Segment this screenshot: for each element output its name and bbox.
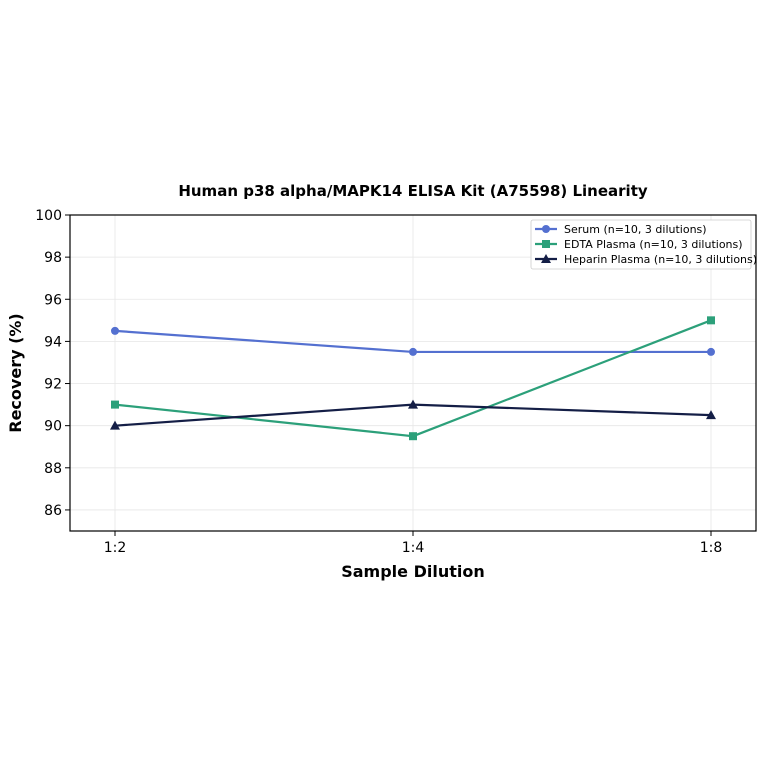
data-point-series-1: [409, 347, 417, 356]
legend-marker: [542, 240, 550, 248]
series-group: [110, 316, 716, 441]
legend-marker: [541, 254, 551, 263]
legend-marker: [542, 225, 550, 233]
legend: Serum (n=10, 3 dilutions) EDTA Plasma (n=…: [530, 219, 757, 270]
x-axis-label: Sample Dilution: [341, 562, 485, 581]
x-tick-label: 1:8: [700, 540, 723, 556]
data-point-series-2: [111, 400, 119, 409]
y-tick-label: 98: [44, 250, 62, 266]
y-tick-label: 96: [44, 292, 62, 308]
y-tick-label: 90: [44, 419, 62, 435]
data-point-series-3: [706, 410, 716, 420]
data-point-series-3: [408, 399, 418, 409]
legend-box: [530, 219, 752, 270]
y-tick-label: 92: [44, 377, 62, 393]
data-point-series-1: [111, 326, 119, 335]
y-tick-label: 100: [35, 208, 62, 224]
data-point-series-3: [110, 420, 120, 430]
legend-label: Heparin Plasma (n=10, 3 dilutions): [564, 253, 757, 266]
legend-label: Serum (n=10, 3 dilutions): [564, 223, 707, 236]
legend-label: EDTA Plasma (n=10, 3 dilutions): [564, 238, 743, 251]
y-axis-ticks: 86 88 90 92 94 96 98 100: [35, 208, 70, 519]
y-tick-label: 86: [44, 503, 62, 519]
data-point-series-1: [707, 347, 715, 356]
chart-title: Human p38 alpha/MAPK14 ELISA Kit (A75598…: [178, 182, 648, 200]
x-tick-label: 1:2: [104, 540, 127, 556]
y-tick-label: 94: [44, 334, 62, 350]
y-tick-label: 88: [44, 461, 62, 477]
data-point-series-2: [707, 316, 715, 325]
x-axis-ticks: 1:2 1:4 1:8: [104, 531, 723, 556]
data-point-series-2: [409, 432, 417, 441]
y-axis-label: Recovery (%): [6, 313, 25, 432]
x-tick-label: 1:4: [402, 540, 425, 556]
